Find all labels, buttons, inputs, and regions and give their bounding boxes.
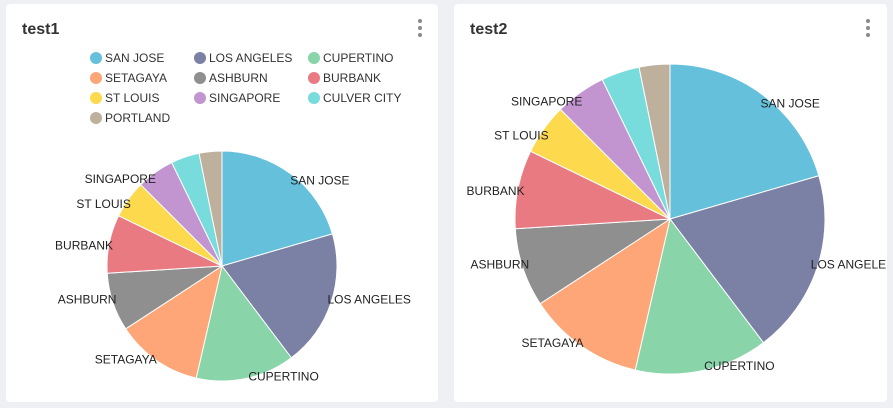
pie-slice-los-angeles[interactable] [669, 175, 826, 344]
legend-swatch [308, 52, 320, 64]
slice-label-ashburn: ASHBURN [471, 257, 530, 271]
legend-label: SAN JOSE [105, 51, 165, 65]
slice-label-san-jose: SAN JOSE [290, 173, 349, 187]
card-title: test1 [22, 21, 60, 38]
pie-slice-portland[interactable] [638, 63, 671, 220]
legend-swatch [308, 72, 320, 84]
pie-slice-cupertino[interactable] [195, 264, 293, 382]
slice-label-singapore: SINGAPORE [511, 95, 582, 109]
legend-item-cupertino[interactable]: CUPERTINO [308, 51, 393, 65]
pie-slice-los-angeles[interactable] [221, 233, 338, 359]
legend-label: ST LOUIS [105, 91, 160, 105]
slice-label-burbank: BURBANK [55, 238, 113, 252]
pie-slice-portland[interactable] [198, 150, 223, 267]
legend-label: ASHBURN [209, 71, 268, 85]
more-vertical-icon[interactable] [413, 18, 427, 38]
slice-label-san-jose: SAN JOSE [761, 97, 820, 111]
legend-swatch [90, 92, 102, 104]
legend-item-singapore[interactable]: SINGAPORE [194, 91, 280, 105]
legend-swatch [194, 72, 206, 84]
slice-label-ashburn: ASHBURN [58, 293, 117, 307]
slice-label-burbank: BURBANK [467, 184, 525, 198]
legend-label: BURBANK [323, 71, 382, 85]
legend-swatch [90, 52, 102, 64]
chart-card-test2: test2 SAN JOSE LOS ANGELE CUPERTINO SETAGAY… [454, 4, 887, 402]
legend-swatch [194, 52, 206, 64]
pie-slice-san-jose[interactable] [669, 63, 820, 220]
legend-item-burbank[interactable]: BURBANK [308, 71, 381, 85]
pie-chart-test1: SAN JOSE LOS ANGELES CUPERTINO SETAGAYA ASHB… [55, 150, 411, 384]
legend-label: CULVER CITY [323, 91, 402, 105]
more-vertical-icon[interactable] [861, 18, 875, 38]
legend-label: PORTLAND [105, 111, 171, 125]
legend-item-los-angeles[interactable]: LOS ANGELES [194, 51, 292, 65]
legend-item-st-louis[interactable]: ST LOUIS [90, 91, 159, 105]
slice-label-setagaya: SETAGAYA [95, 353, 157, 367]
legend-item-ashburn[interactable]: ASHBURN [194, 71, 268, 85]
chart-card-test1: test1 SAN JOSE LOS ANGELES CUPERTINO SETAGA… [6, 4, 438, 402]
slice-label-st-louis: ST LOUIS [494, 128, 548, 142]
card-title: test2 [470, 21, 508, 38]
pie-chart-test2: SAN JOSE LOS ANGELE CUPERTINO SETAGAYA ASHBU… [467, 63, 886, 375]
legend-swatch [308, 92, 320, 104]
slice-label-cupertino: CUPERTINO [248, 370, 318, 384]
legend-item-setagaya[interactable]: SETAGAYA [90, 71, 167, 85]
slice-label-cupertino: CUPERTINO [704, 359, 774, 373]
pie-slice-san-jose[interactable] [221, 150, 334, 267]
legend-label: SINGAPORE [209, 91, 281, 105]
legend-item-culver-city[interactable]: CULVER CITY [308, 91, 401, 105]
pie-slice-cupertino[interactable] [634, 217, 765, 375]
legend-item-portland[interactable]: PORTLAND [90, 111, 170, 125]
legend-swatch [194, 92, 206, 104]
legend-swatch [90, 112, 102, 124]
legend-label: CUPERTINO [323, 51, 394, 65]
slice-label-singapore: SINGAPORE [85, 172, 156, 186]
pie-slice-setagaya[interactable] [124, 264, 223, 379]
slice-label-setagaya: SETAGAYA [521, 336, 583, 350]
legend-swatch [90, 72, 102, 84]
pie-slice-setagaya[interactable] [539, 217, 671, 371]
slice-label-st-louis: ST LOUIS [76, 197, 130, 211]
slice-label-los-angeles: LOS ANGELES [328, 293, 411, 307]
legend-item-san-jose[interactable]: SAN JOSE [90, 51, 164, 65]
legend-label: LOS ANGELES [209, 51, 293, 65]
legend-label: SETAGAYA [105, 71, 168, 85]
slice-label-los-angeles: LOS ANGELE [811, 257, 886, 271]
